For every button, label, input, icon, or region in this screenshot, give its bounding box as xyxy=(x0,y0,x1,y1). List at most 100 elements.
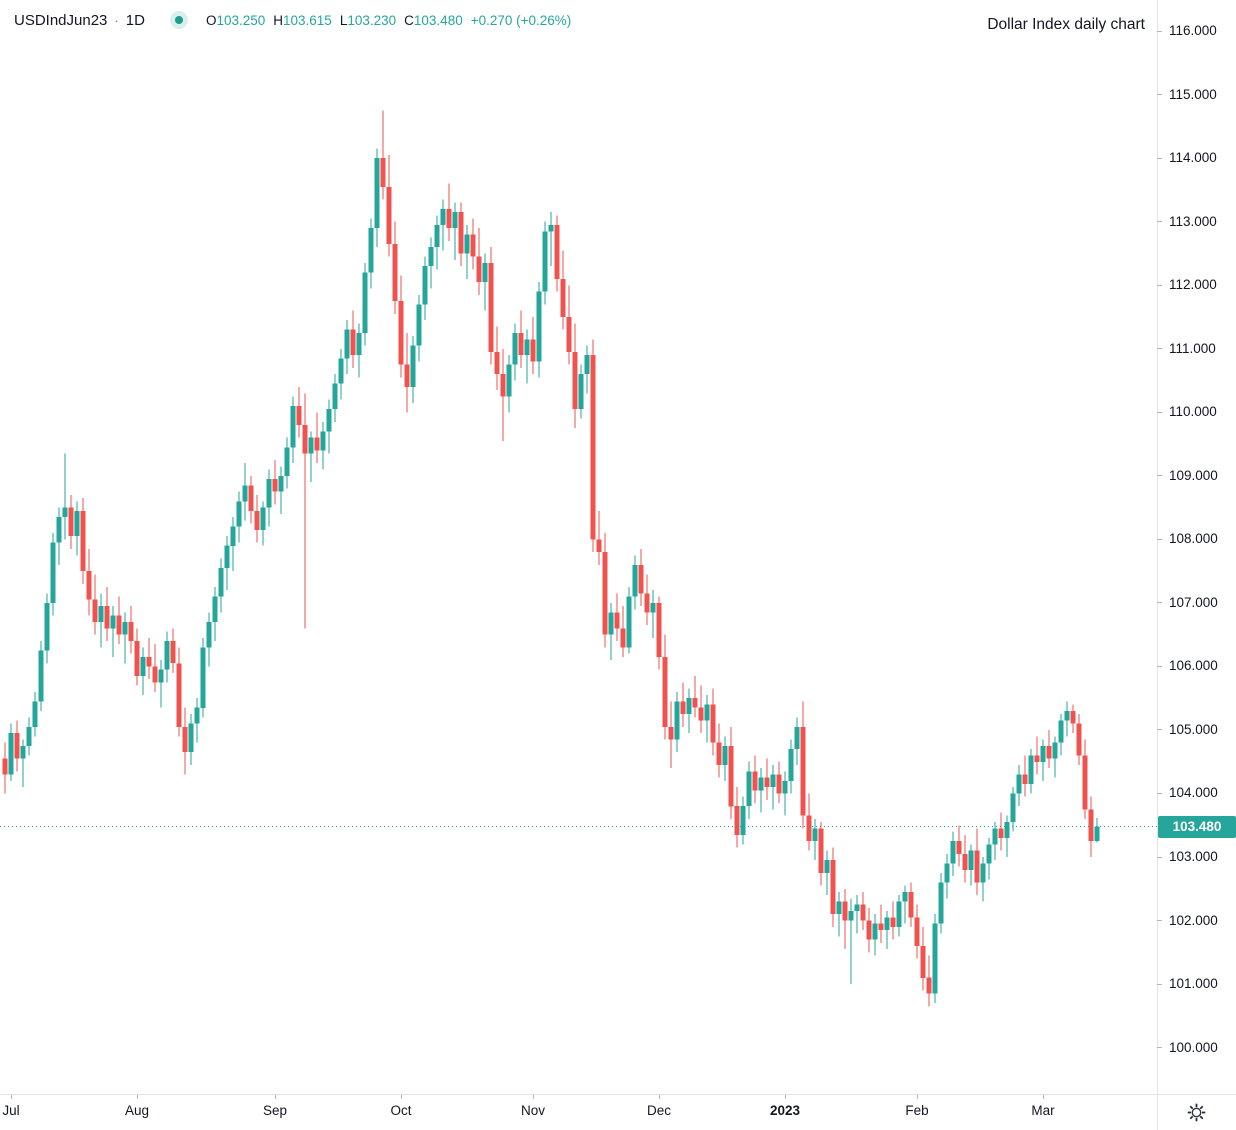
candle-body[interactable] xyxy=(608,612,614,635)
candle-body[interactable] xyxy=(200,647,206,708)
candle-body[interactable] xyxy=(818,828,824,873)
candle-body[interactable] xyxy=(740,806,746,835)
candle-body[interactable] xyxy=(752,771,758,791)
candle-body[interactable] xyxy=(872,923,878,940)
candle-body[interactable] xyxy=(704,704,710,721)
candle-body[interactable] xyxy=(314,437,320,451)
candle-body[interactable] xyxy=(950,841,956,864)
candle-body[interactable] xyxy=(962,853,968,870)
candle-body[interactable] xyxy=(722,745,728,765)
interval-label[interactable]: 1D xyxy=(125,11,145,29)
candle-body[interactable] xyxy=(998,828,1004,838)
candle-body[interactable] xyxy=(1004,822,1010,838)
candle-body[interactable] xyxy=(578,374,584,410)
candle-body[interactable] xyxy=(386,186,392,244)
candle-body[interactable] xyxy=(1034,755,1040,762)
candlestick-chart[interactable] xyxy=(0,0,1157,1094)
candle-body[interactable] xyxy=(242,485,248,502)
candle-body[interactable] xyxy=(914,917,920,946)
candle-body[interactable] xyxy=(440,209,446,225)
candle-body[interactable] xyxy=(332,383,338,410)
candle-body[interactable] xyxy=(596,539,602,553)
candle-body[interactable] xyxy=(668,726,674,740)
candle-body[interactable] xyxy=(308,437,314,454)
candle-body[interactable] xyxy=(428,247,434,267)
candle-body[interactable] xyxy=(536,291,542,362)
candle-body[interactable] xyxy=(452,212,458,229)
symbol-legend[interactable]: USDIndJun23 · 1D O 103.250 H 103.615 L 103.… xyxy=(14,9,571,31)
candle-body[interactable] xyxy=(218,568,224,597)
candle-body[interactable] xyxy=(650,602,656,613)
candle-body[interactable] xyxy=(152,666,158,683)
candle-body[interactable] xyxy=(524,339,530,356)
candle-body[interactable] xyxy=(746,771,752,807)
candle-body[interactable] xyxy=(86,571,92,600)
candle-body[interactable] xyxy=(116,615,122,635)
candle-body[interactable] xyxy=(338,358,344,384)
candle-body[interactable] xyxy=(266,479,272,508)
candle-body[interactable] xyxy=(788,749,794,781)
candle-body[interactable] xyxy=(806,815,812,842)
time-axis-label[interactable]: Aug xyxy=(124,1103,150,1118)
candle-body[interactable] xyxy=(602,552,608,635)
candle-body[interactable] xyxy=(278,475,284,492)
candle-body[interactable] xyxy=(632,564,638,597)
candle-body[interactable] xyxy=(212,596,218,622)
candle-body[interactable] xyxy=(1010,793,1016,823)
candle-body[interactable] xyxy=(176,663,182,727)
candle-body[interactable] xyxy=(128,622,134,642)
candle-body[interactable] xyxy=(26,726,32,746)
candle-body[interactable] xyxy=(50,542,56,603)
time-axis-label[interactable]: Feb xyxy=(905,1103,929,1118)
time-axis-label[interactable]: Oct xyxy=(390,1103,412,1118)
candle-body[interactable] xyxy=(848,911,854,921)
candle-body[interactable] xyxy=(836,901,842,915)
candle-body[interactable] xyxy=(944,863,950,883)
candle-body[interactable] xyxy=(248,485,254,511)
candle-body[interactable] xyxy=(512,332,518,365)
candle-body[interactable] xyxy=(368,228,374,273)
candle-body[interactable] xyxy=(62,507,68,518)
candle-body[interactable] xyxy=(164,641,170,670)
candle-body[interactable] xyxy=(842,901,848,921)
candle-body[interactable] xyxy=(2,758,8,775)
candle-body[interactable] xyxy=(1022,774,1028,784)
candle-body[interactable] xyxy=(614,612,620,629)
candle-body[interactable] xyxy=(1088,809,1094,842)
candle-body[interactable] xyxy=(134,641,140,676)
candle-body[interactable] xyxy=(716,742,722,765)
candle-body[interactable] xyxy=(470,234,476,257)
time-axis-label[interactable]: Dec xyxy=(646,1103,672,1118)
candle-body[interactable] xyxy=(566,317,572,352)
candle-body[interactable] xyxy=(230,526,236,546)
candle-body[interactable] xyxy=(572,352,578,410)
candle-body[interactable] xyxy=(416,304,422,346)
candle-body[interactable] xyxy=(926,977,932,994)
candle-body[interactable] xyxy=(920,946,926,978)
candle-body[interactable] xyxy=(380,158,386,187)
candle-body[interactable] xyxy=(188,723,194,753)
candle-body[interactable] xyxy=(374,158,380,229)
candle-body[interactable] xyxy=(770,774,776,788)
candle-body[interactable] xyxy=(1058,720,1064,743)
candle-body[interactable] xyxy=(362,272,368,333)
candle-body[interactable] xyxy=(32,701,38,727)
candle-body[interactable] xyxy=(194,707,200,724)
candle-body[interactable] xyxy=(626,596,632,648)
candle-body[interactable] xyxy=(344,329,350,359)
candle-body[interactable] xyxy=(560,278,566,317)
candle-body[interactable] xyxy=(662,656,668,727)
candle-body[interactable] xyxy=(92,599,98,622)
candle-body[interactable] xyxy=(620,628,626,648)
candle-body[interactable] xyxy=(674,701,680,740)
candle-body[interactable] xyxy=(182,726,188,753)
candle-body[interactable] xyxy=(476,256,482,283)
time-axis-label[interactable]: Sep xyxy=(262,1103,288,1118)
candle-body[interactable] xyxy=(140,656,146,676)
candle-body[interactable] xyxy=(890,917,896,927)
candle-body[interactable] xyxy=(272,479,278,492)
candle-body[interactable] xyxy=(410,345,416,387)
candle-body[interactable] xyxy=(56,517,62,543)
candle-body[interactable] xyxy=(992,828,998,845)
candle-body[interactable] xyxy=(794,726,800,749)
